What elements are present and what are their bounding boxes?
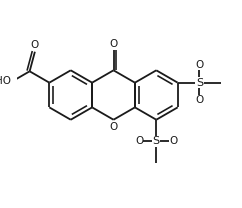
Text: O: O [195, 95, 204, 105]
Text: S: S [196, 78, 203, 88]
Text: O: O [109, 39, 118, 49]
Text: O: O [109, 122, 118, 132]
Text: O: O [169, 136, 178, 146]
Text: O: O [135, 136, 143, 146]
Text: O: O [31, 40, 39, 50]
Text: O: O [195, 60, 204, 70]
Text: S: S [153, 136, 160, 146]
Text: HO: HO [0, 76, 11, 87]
